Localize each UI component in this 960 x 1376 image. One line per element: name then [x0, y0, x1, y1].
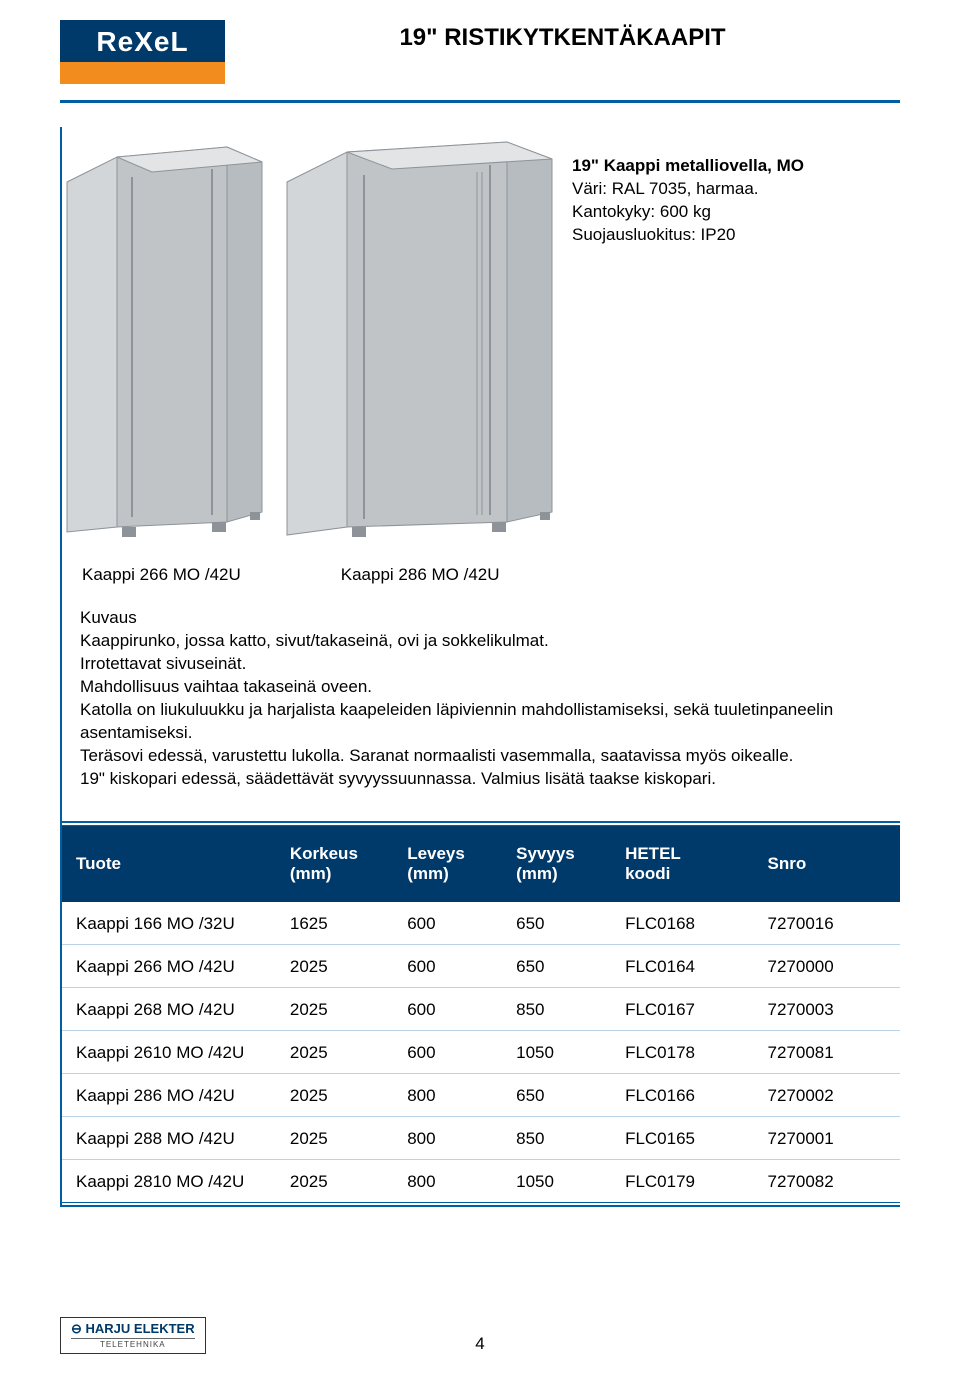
page-title: 19" RISTIKYTKENTÄKAAPIT [225, 24, 900, 52]
col-hetel: HETELkoodi [615, 826, 757, 902]
page-number: 4 [475, 1334, 484, 1354]
cabinet-image-right [282, 127, 562, 547]
col-syvyys: Syvyys(mm) [506, 826, 615, 902]
description-p6: 19" kiskopari edessä, säädettävät syvyys… [80, 768, 882, 791]
table-top-rule [62, 821, 900, 823]
product-table: Tuote Korkeus(mm) Leveys(mm) Syvyys(mm) … [62, 826, 900, 1202]
table-row: Kaappi 286 MO /42U 2025 800 650 FLC0166 … [62, 1073, 900, 1116]
col-leveys: Leveys(mm) [397, 826, 506, 902]
footer: ⊖ HARJU ELEKTER TELETEHNIKA [60, 1317, 206, 1354]
col-tuote: Tuote [62, 826, 280, 902]
spec-line-4: Suojausluokitus: IP20 [572, 224, 804, 247]
col-korkeus: Korkeus(mm) [280, 826, 397, 902]
header-row: ReXeL 19" RISTIKYTKENTÄKAAPIT [60, 20, 900, 90]
brand-logo: ReXeL [60, 20, 225, 90]
content-frame: 19" Kaappi metalliovella, MO Väri: RAL 7… [60, 127, 900, 1207]
footer-logo-main: ⊖ HARJU ELEKTER [71, 1322, 195, 1336]
product-table-wrap: Tuote Korkeus(mm) Leveys(mm) Syvyys(mm) … [62, 821, 900, 1207]
caption-right: Kaappi 286 MO /42U [341, 565, 500, 585]
description-block: Kuvaus Kaappirunko, jossa katto, sivut/t… [80, 607, 882, 791]
brand-logo-text: ReXeL [60, 20, 225, 62]
table-row: Kaappi 2610 MO /42U 2025 600 1050 FLC017… [62, 1030, 900, 1073]
description-p2: Irrotettavat sivuseinät. [80, 653, 882, 676]
spec-line-3: Kantokyky: 600 kg [572, 201, 804, 224]
brand-logo-stripe [60, 62, 225, 84]
description-heading: Kuvaus [80, 607, 882, 630]
table-bottom-rule [62, 1202, 900, 1203]
table-row: Kaappi 166 MO /32U 1625 600 650 FLC0168 … [62, 902, 900, 945]
footer-logo-sub: TELETEHNIKA [71, 1338, 195, 1349]
images-row: 19" Kaappi metalliovella, MO Väri: RAL 7… [62, 127, 900, 547]
footer-logo: ⊖ HARJU ELEKTER TELETEHNIKA [60, 1317, 206, 1354]
spec-block: 19" Kaappi metalliovella, MO Väri: RAL 7… [572, 155, 804, 247]
table-bottom-thick-rule [62, 1205, 900, 1207]
table-row: Kaappi 288 MO /42U 2025 800 850 FLC0165 … [62, 1116, 900, 1159]
cabinet-image-left [62, 127, 272, 547]
table-row: Kaappi 2810 MO /42U 2025 800 1050 FLC017… [62, 1159, 900, 1202]
description-p4: Katolla on liukuluukku ja harjalista kaa… [80, 699, 882, 745]
table-header: Tuote Korkeus(mm) Leveys(mm) Syvyys(mm) … [62, 826, 900, 902]
description-p1: Kaappirunko, jossa katto, sivut/takasein… [80, 630, 882, 653]
caption-left: Kaappi 266 MO /42U [82, 565, 241, 585]
spec-line-2: Väri: RAL 7035, harmaa. [572, 178, 804, 201]
description-p3: Mahdollisuus vaihtaa takaseinä oveen. [80, 676, 882, 699]
col-snro: Snro [758, 826, 900, 902]
table-row: Kaappi 268 MO /42U 2025 600 850 FLC0167 … [62, 987, 900, 1030]
spec-line-1: 19" Kaappi metalliovella, MO [572, 155, 804, 178]
table-body: Kaappi 166 MO /32U 1625 600 650 FLC0168 … [62, 902, 900, 1202]
description-p5: Teräsovi edessä, varustettu lukolla. Sar… [80, 745, 882, 768]
table-row: Kaappi 266 MO /42U 2025 600 650 FLC0164 … [62, 944, 900, 987]
image-captions: Kaappi 266 MO /42U Kaappi 286 MO /42U [82, 565, 900, 585]
title-rule [60, 100, 900, 103]
